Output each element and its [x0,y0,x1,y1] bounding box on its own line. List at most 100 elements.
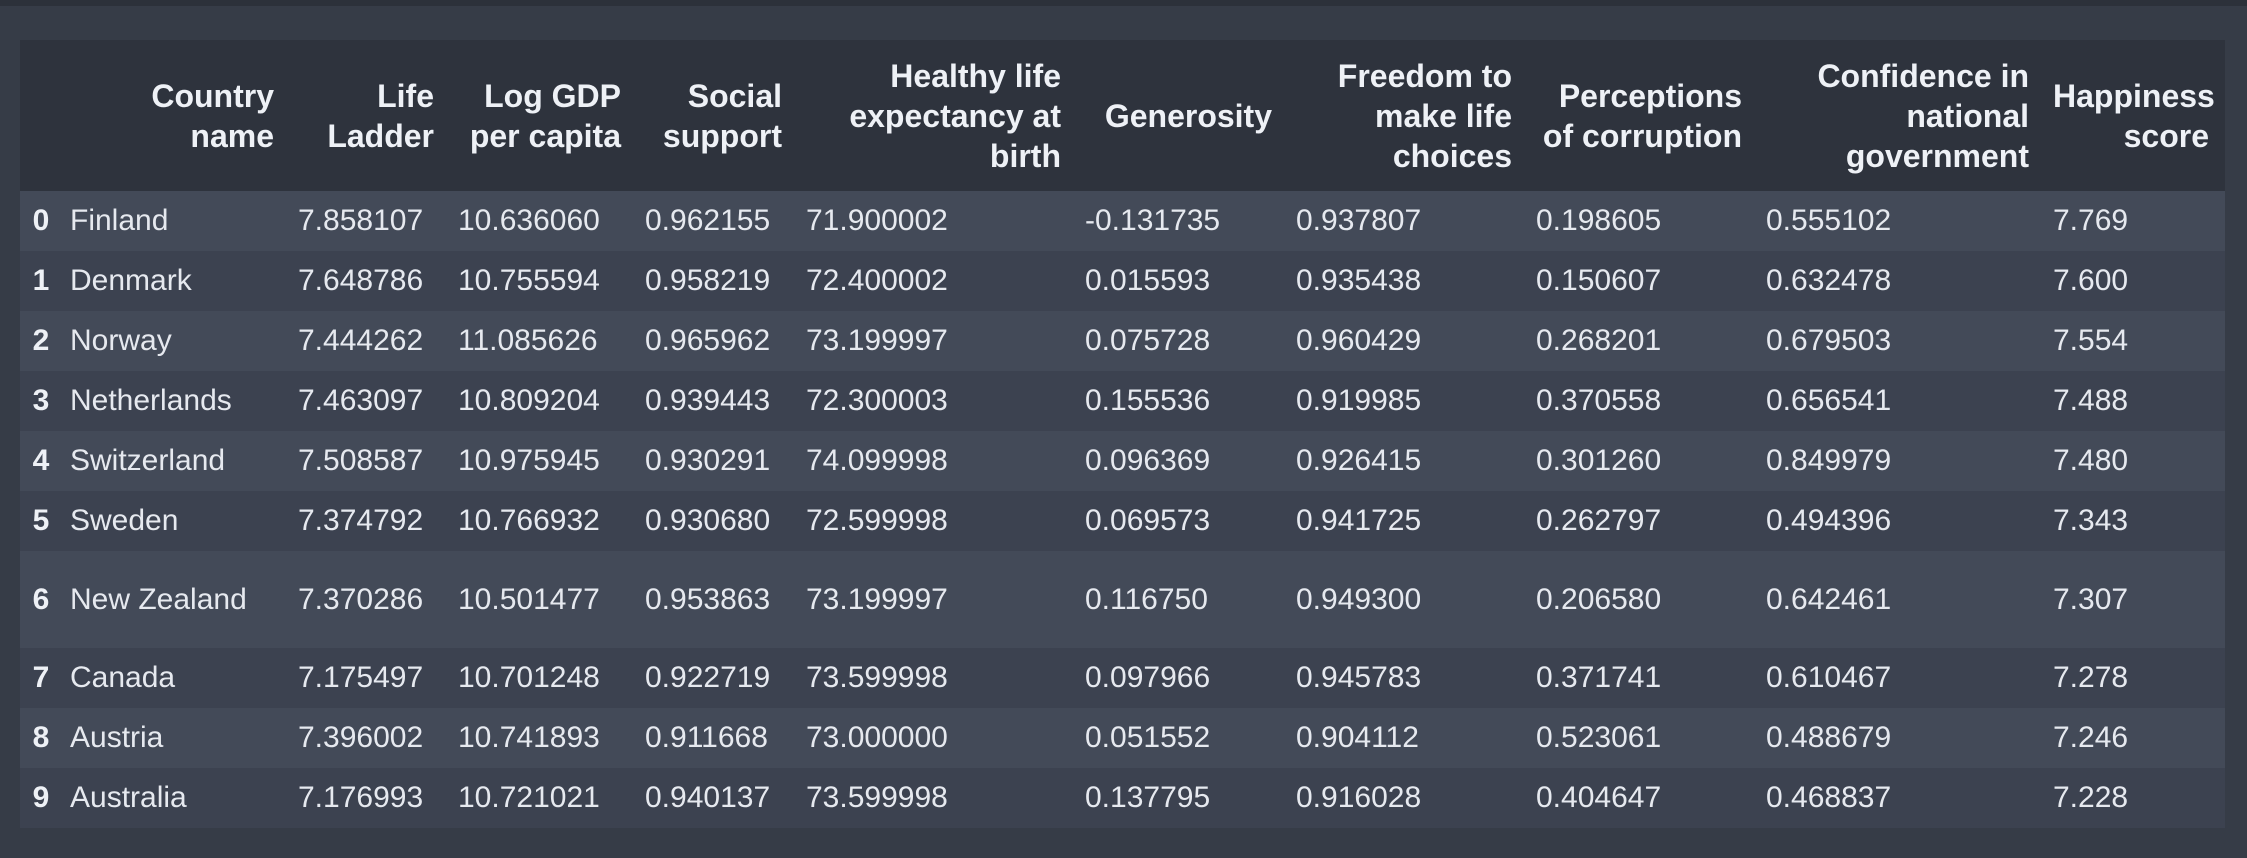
table-cell: 0.610467 [1766,661,1892,694]
table-cell: 10.501477 [458,582,600,616]
table-cell: 0.679503 [1766,324,1892,357]
table-cell: 10.636060 [458,204,600,237]
table-cell: 7.480 [2053,444,2129,477]
table-row: 0 Finland 7.858107 10.636060 0.962155 71.9000… [20,191,2225,251]
table-cell: 0.926415 [1296,444,1422,477]
table-cell: 7.307 [2053,582,2129,616]
table-cell: 11.085626 [458,324,598,357]
table-cell: 0.949300 [1296,582,1422,616]
country-name-cell: New Zealand [70,582,247,616]
row-index: 8 [32,721,50,754]
table-row: 3 Netherlands 7.463097 10.809204 0.939443 72.… [20,371,2225,431]
table-cell: 0.155536 [1085,384,1211,417]
table-cell: 10.721021 [458,781,600,814]
table-cell: 0.904112 [1296,721,1419,754]
country-name-cell: Austria [70,721,164,754]
table-cell: 0.937807 [1296,204,1422,237]
table-row: 8 Austria 7.396002 10.741893 0.911668 73.0000… [20,708,2225,768]
table-cell: 10.755594 [458,264,600,297]
country-name-cell: Norway [70,324,172,357]
country-name-cell: Sweden [70,504,179,537]
table-cell: 7.374792 [298,504,424,537]
country-name-cell: Finland [70,204,169,237]
table-cell: 0.849979 [1766,444,1892,477]
table-cell: 7.463097 [298,384,424,417]
table-cell: 7.175497 [298,661,424,694]
table-cell: 7.648786 [298,264,424,297]
table-cell: 0.960429 [1296,324,1422,357]
table-cell: 0.555102 [1766,204,1892,237]
table-cell: 10.809204 [458,384,600,417]
table-cell: 74.099998 [806,444,948,477]
table-cell: 0.632478 [1766,264,1892,297]
table-cell: 7.858107 [298,204,424,237]
column-header-healthy-life-expectancy: Healthy life expectancy at birth [849,57,1061,174]
row-index: 5 [32,504,50,537]
column-header-log-gdp-per-capita: Log GDP per capita [469,77,621,154]
table-cell: 0.965962 [645,324,771,357]
row-index: 7 [32,661,50,694]
table-cell: 0.051552 [1085,721,1211,754]
row-index: 0 [32,204,50,237]
table-cell: 73.199997 [806,582,948,616]
country-name-cell: Netherlands [70,384,232,417]
country-name-cell: Denmark [70,264,192,297]
table-cell: 0.656541 [1766,384,1892,417]
table-cell: 0.962155 [645,204,771,237]
column-header-country-name: Country name [151,77,274,154]
table-cell: 0.958219 [645,264,771,297]
table-cell: 0.404647 [1536,781,1662,814]
row-index: 4 [32,444,50,477]
table-cell: 73.599998 [806,661,948,694]
table-cell: 71.900002 [806,204,948,237]
row-index: 2 [32,324,50,357]
table-cell: 10.741893 [458,721,600,754]
table-row: 6 New Zealand 7.370286 10.501477 0.953863 73.… [20,551,2225,648]
table-cell: 0.919985 [1296,384,1422,417]
dataframe-table: Country name Life Ladder Log GDP per cap… [20,40,2225,828]
table-cell: 0.953863 [645,582,771,616]
table-cell: 7.278 [2053,661,2129,694]
table-cell: 0.642461 [1766,582,1892,616]
table-cell: 0.941725 [1296,504,1422,537]
column-header-happiness-score: Happiness score [2053,77,2215,154]
column-header-generosity: Generosity [1104,97,1272,134]
country-name-cell: Switzerland [70,444,226,477]
row-index: 1 [32,264,50,297]
column-header-corruption: Perceptions of corruption [1542,77,1742,154]
table-body: 0 Finland 7.858107 10.636060 0.962155 71.9000… [20,191,2225,828]
index-header [20,40,62,191]
table-cell: 0.935438 [1296,264,1422,297]
table-cell: 0.371741 [1536,661,1662,694]
table-cell: 10.975945 [458,444,600,477]
table-cell: 0.911668 [645,721,768,754]
table-cell: 0.075728 [1085,324,1211,357]
table-cell: 7.508587 [298,444,424,477]
table-cell: 0.488679 [1766,721,1892,754]
table-cell: 73.199997 [806,324,948,357]
table-cell: 7.176993 [298,781,424,814]
table-cell: 0.096369 [1085,444,1211,477]
table-row: 1 Denmark 7.648786 10.755594 0.958219 72.4000… [20,251,2225,311]
table-cell: -0.131735 [1085,204,1221,237]
header-row: Country name Life Ladder Log GDP per cap… [20,40,2225,191]
table-cell: 0.268201 [1536,324,1662,357]
table-cell: 0.494396 [1766,504,1892,537]
table-cell: 7.246 [2053,721,2129,754]
table-cell: 0.015593 [1085,264,1211,297]
table-cell: 7.444262 [298,324,424,357]
country-name-cell: Canada [70,661,176,694]
table-cell: 7.769 [2053,204,2129,237]
table-row: 5 Sweden 7.374792 10.766932 0.930680 72.59999… [20,491,2225,551]
table-cell: 72.400002 [806,264,948,297]
table-row: 4 Switzerland 7.508587 10.975945 0.930291 74.… [20,431,2225,491]
table-cell: 7.554 [2053,324,2129,357]
table-cell: 7.343 [2053,504,2129,537]
table-cell: 0.137795 [1085,781,1211,814]
table-cell: 0.939443 [645,384,771,417]
column-header-social-support: Social support [662,77,782,154]
table-cell: 10.766932 [458,504,600,537]
table-cell: 0.301260 [1536,444,1662,477]
table-cell: 7.370286 [298,582,424,616]
table-cell: 7.600 [2053,264,2129,297]
